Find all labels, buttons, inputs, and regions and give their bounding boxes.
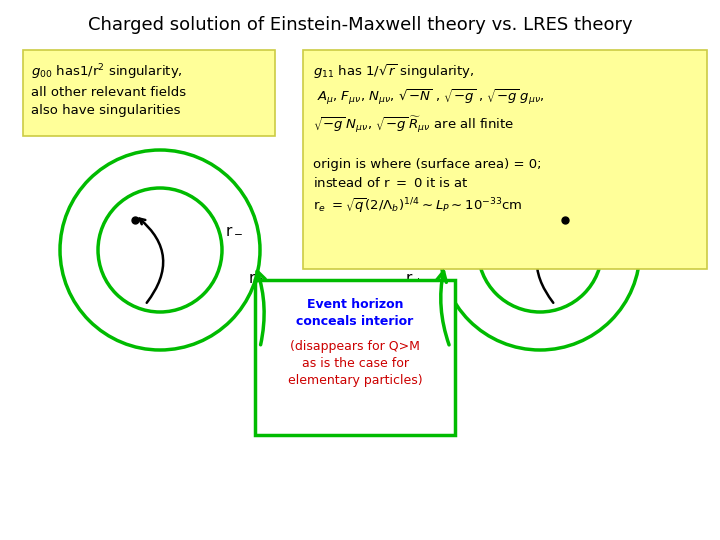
Text: LRES: LRES bbox=[590, 60, 629, 76]
Text: Event horizon
conceals interior: Event horizon conceals interior bbox=[297, 298, 413, 328]
Text: r$_+$: r$_+$ bbox=[405, 272, 423, 288]
FancyBboxPatch shape bbox=[303, 50, 707, 269]
Text: (disappears for Q>M
as is the case for
elementary particles): (disappears for Q>M as is the case for e… bbox=[288, 340, 423, 387]
FancyBboxPatch shape bbox=[23, 50, 275, 136]
Text: Einstein-Maxwell: Einstein-Maxwell bbox=[65, 60, 194, 76]
Text: r$_-$: r$_-$ bbox=[440, 222, 459, 238]
FancyBboxPatch shape bbox=[255, 280, 455, 435]
Text: r$_+$: r$_+$ bbox=[248, 272, 266, 288]
Text: $g_{11}$ has 1/$\sqrt{r}$ singularity,
 $A_\mu$, $F_{\mu\nu}$, $N_{\mu\nu}$, $\s: $g_{11}$ has 1/$\sqrt{r}$ singularity, $… bbox=[313, 62, 544, 216]
Text: r$_-$: r$_-$ bbox=[225, 222, 243, 238]
Text: $g_{00}$ has1/r$^2$ singularity,
all other relevant fields
also have singulariti: $g_{00}$ has1/r$^2$ singularity, all oth… bbox=[31, 62, 186, 117]
Text: Charged solution of Einstein-Maxwell theory vs. LRES theory: Charged solution of Einstein-Maxwell the… bbox=[88, 16, 632, 34]
